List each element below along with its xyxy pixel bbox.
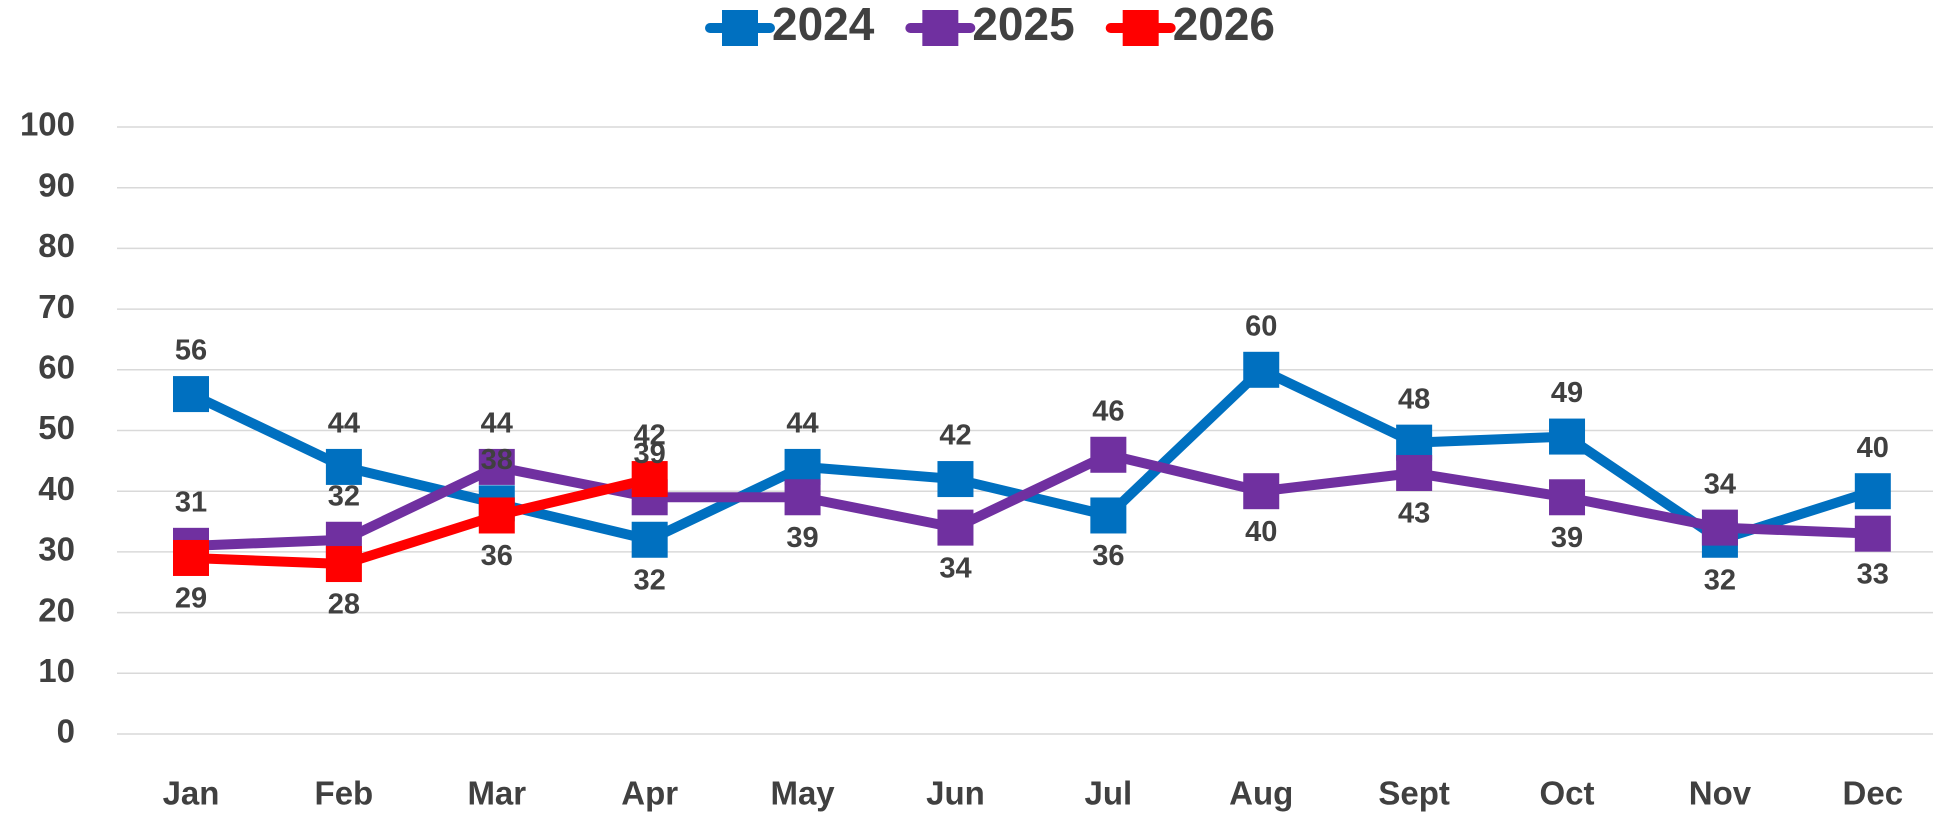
x-tick-label: Nov: [1689, 775, 1752, 812]
data-label: 40: [1857, 432, 1889, 464]
data-label: 48: [1398, 383, 1430, 415]
data-label: 42: [939, 420, 971, 452]
x-tick-label: Mar: [467, 775, 526, 812]
point-marker: [937, 509, 974, 546]
point-marker: [1396, 454, 1433, 491]
data-label: 34: [1704, 468, 1736, 500]
data-label: 39: [634, 438, 666, 470]
point-marker: [478, 497, 515, 534]
data-label: 60: [1245, 310, 1277, 342]
point-marker: [1090, 497, 1127, 534]
data-label: 32: [634, 564, 666, 596]
point-marker: [1396, 424, 1433, 461]
data-label: 32: [1704, 564, 1736, 596]
x-tick-label: Jul: [1085, 775, 1133, 812]
x-tick-label: Dec: [1843, 775, 1904, 812]
data-label: 46: [1092, 395, 1124, 427]
data-label: 36: [1092, 540, 1124, 572]
data-label: 44: [328, 408, 360, 440]
y-tick-label: 40: [38, 470, 75, 507]
series-line: [188, 364, 1875, 545]
y-tick-label: 0: [57, 713, 75, 750]
point-marker: [173, 539, 209, 576]
y-tick-label: 10: [38, 652, 75, 689]
point-marker: [631, 461, 668, 498]
x-tick-label: May: [770, 775, 835, 812]
point-marker: [784, 448, 821, 485]
x-tick-label: Aug: [1229, 775, 1293, 812]
point-marker: [1701, 509, 1738, 546]
point-marker: [1090, 436, 1127, 473]
point-marker: [631, 521, 668, 558]
data-label: 28: [328, 589, 360, 621]
data-label: 44: [786, 408, 818, 440]
point-marker: [1243, 473, 1280, 510]
point-marker: [937, 461, 974, 498]
y-tick-label: 60: [38, 349, 75, 386]
point-marker: [325, 546, 362, 583]
legend-marker: [722, 10, 758, 46]
point-marker: [1243, 351, 1280, 388]
legend-label: 2026: [1173, 0, 1275, 50]
series-line: [190, 449, 1874, 551]
data-label: 34: [939, 552, 971, 584]
data-label: 44: [481, 408, 513, 440]
point-marker: [478, 448, 515, 485]
x-tick-label: Apr: [621, 775, 678, 812]
data-label: 39: [786, 522, 818, 554]
y-tick-label: 90: [38, 166, 75, 203]
x-tick-label: Feb: [315, 775, 374, 812]
y-tick-label: 70: [38, 288, 75, 325]
data-label: 33: [1857, 558, 1889, 590]
point-marker: [325, 448, 362, 485]
data-label: 31: [175, 486, 207, 518]
y-tick-label: 30: [38, 531, 75, 568]
data-label: 29: [175, 583, 207, 615]
data-label: 49: [1551, 377, 1583, 409]
legend-marker: [922, 10, 959, 46]
point-marker: [1549, 418, 1586, 455]
data-label: 39: [1551, 522, 1583, 554]
series: [173, 351, 1891, 558]
x-tick-label: Oct: [1540, 775, 1595, 812]
y-tick-label: 80: [38, 227, 75, 264]
data-label: 36: [481, 540, 513, 572]
x-tick-label: Jan: [163, 775, 220, 812]
data-label: 56: [175, 335, 207, 367]
point-marker: [784, 479, 821, 516]
y-tick-label: 100: [20, 106, 75, 143]
point-marker: [173, 376, 209, 413]
data-label: 40: [1245, 516, 1277, 548]
legend-marker: [1122, 10, 1159, 46]
point-marker: [1854, 515, 1891, 552]
point-marker: [1854, 473, 1891, 510]
data-label: 42: [634, 420, 666, 452]
y-tick-label: 20: [38, 591, 75, 628]
point-marker: [1549, 479, 1586, 516]
legend-label: 2025: [972, 0, 1074, 50]
data-label: 38: [481, 444, 513, 476]
data-label: 32: [328, 480, 360, 512]
series-line: [190, 474, 651, 570]
series: [173, 436, 1891, 564]
data-label: 43: [1398, 498, 1430, 530]
legend-label: 2024: [772, 0, 875, 50]
y-tick-label: 50: [38, 409, 75, 446]
x-tick-label: Jun: [926, 775, 985, 812]
series: [173, 461, 668, 583]
x-tick-label: Sept: [1378, 775, 1450, 812]
